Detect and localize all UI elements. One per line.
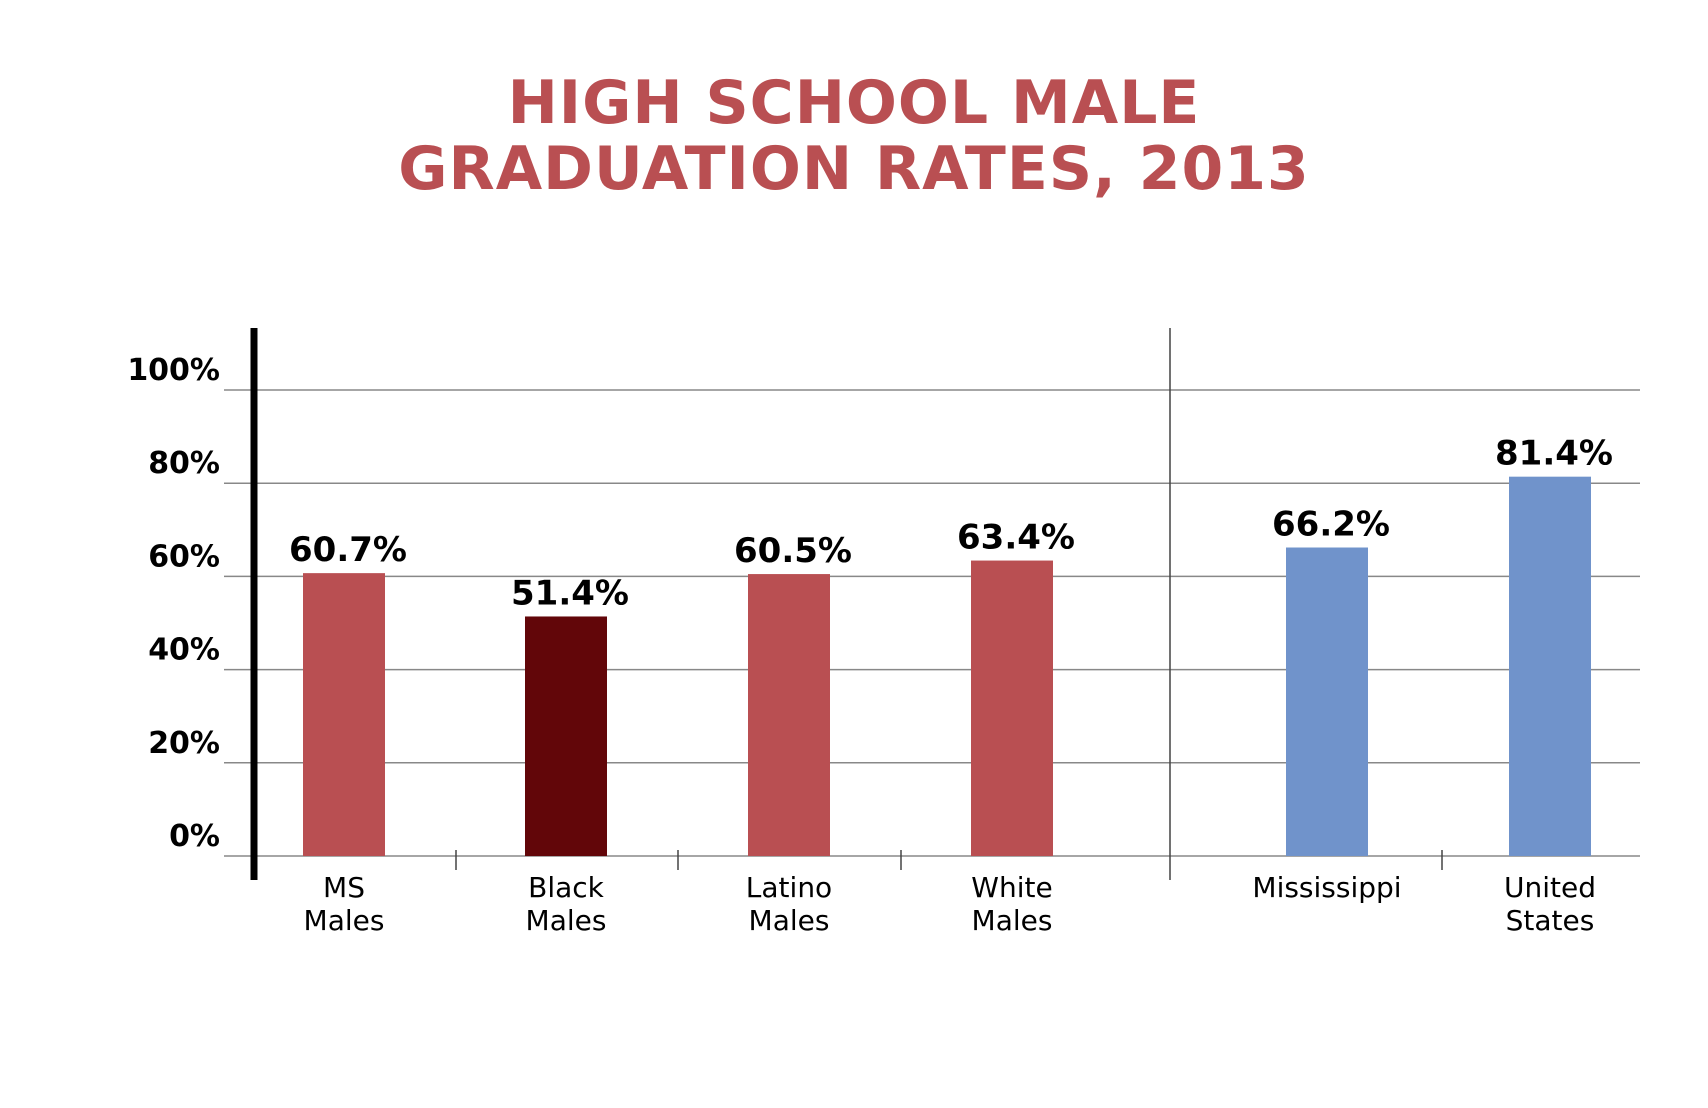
data-label: 60.7% — [289, 530, 407, 570]
x-category-label: Males — [526, 904, 607, 937]
y-tick-label: 100% — [127, 353, 220, 388]
x-category-label: Males — [749, 904, 830, 937]
data-label: 60.5% — [734, 531, 852, 571]
data-label: 66.2% — [1272, 505, 1390, 545]
x-category-label: United — [1504, 871, 1596, 904]
bar — [303, 573, 385, 856]
bar — [1509, 476, 1591, 856]
y-tick-label: 80% — [148, 446, 220, 481]
bar — [525, 616, 607, 856]
data-label: 81.4% — [1495, 434, 1613, 474]
x-category-label: White — [971, 871, 1052, 904]
bar — [1286, 547, 1368, 856]
x-category-label: MS — [323, 871, 365, 904]
data-label: 63.4% — [957, 518, 1075, 558]
y-tick-label: 60% — [148, 539, 220, 574]
x-category-label: Mississippi — [1252, 871, 1401, 904]
data-label: 51.4% — [511, 573, 629, 613]
x-category-label: Black — [528, 871, 605, 904]
y-tick-label: 40% — [148, 633, 220, 668]
bar — [748, 574, 830, 856]
bar — [971, 560, 1053, 856]
axes — [250, 328, 1443, 880]
gridlines — [224, 389, 1640, 857]
x-category-label: Males — [304, 904, 385, 937]
bars — [303, 476, 1591, 856]
x-category-label: States — [1506, 904, 1595, 937]
chart-title-line-1: HIGH SCHOOL MALE — [507, 68, 1201, 138]
y-tick-label: 0% — [169, 819, 220, 854]
x-category-label: Latino — [746, 871, 832, 904]
chart-title: HIGH SCHOOL MALE GRADUATION RATES, 2013 — [0, 70, 1708, 202]
x-category-label: Males — [972, 904, 1053, 937]
chart-title-line-2: GRADUATION RATES, 2013 — [398, 134, 1310, 204]
y-tick-label: 20% — [148, 726, 220, 761]
labels: 0%20%40%60%80%100%60.7%MSMales51.4%Black… — [127, 353, 1613, 937]
